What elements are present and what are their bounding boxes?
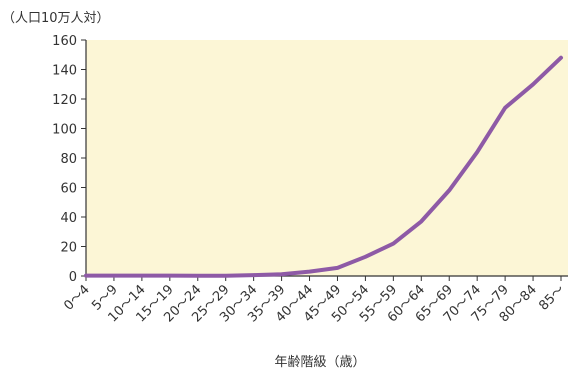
x-axis-title: 年齢階級（歳）: [274, 355, 365, 370]
x-tick-label: 85～: [536, 282, 567, 313]
x-tick-label: 0～4: [61, 282, 92, 313]
y-tick-label: 40: [60, 211, 77, 226]
series-line: [84, 55, 563, 278]
y-tick-label: 0: [69, 270, 77, 285]
y-tick-label: 60: [60, 182, 77, 197]
y-tick-label: 160: [52, 34, 77, 49]
y-tick-label: 120: [52, 93, 77, 108]
y-axis-ticks: 0 20 40 60 80 100 120 140 160: [52, 34, 86, 285]
y-tick-label: 20: [60, 241, 77, 256]
y-tick-label: 140: [52, 64, 77, 79]
y-tick-label: 100: [52, 123, 77, 138]
y-tick-label: 80: [60, 152, 77, 167]
x-axis-ticks: 0～45～910～1415～1920～2425～2930～3435～3940～4…: [61, 276, 568, 325]
y-axis-title: （人口10万人対）: [2, 11, 110, 26]
plot-area: [86, 40, 568, 276]
